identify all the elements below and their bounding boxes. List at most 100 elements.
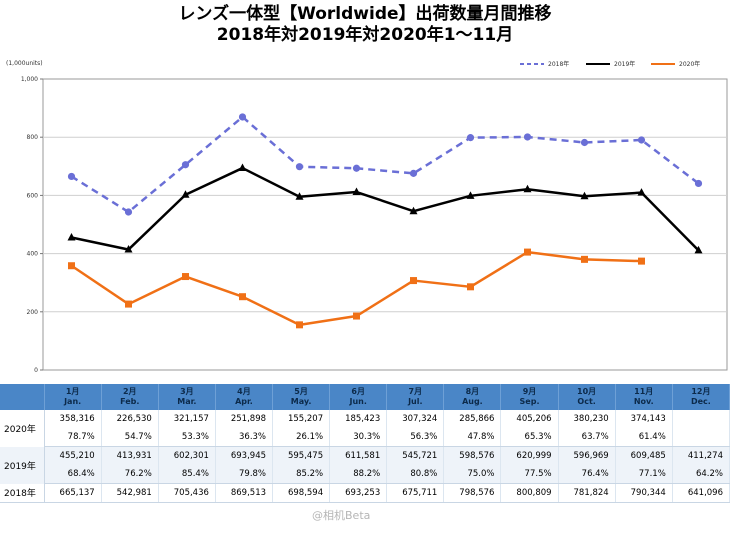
table-row: 2019年 455,210 413,931 602,301 693,945 595,475… bbox=[0, 446, 730, 484]
month-label-en: Nov. bbox=[633, 397, 654, 406]
table-header-corner bbox=[0, 384, 45, 410]
y-unit-label: (1,000units) bbox=[6, 60, 43, 67]
data-point bbox=[409, 206, 418, 215]
data-table: 1月 Jan. 2月 Feb. 3月 Mar. 4月 Apr. 5月 May. 6月 Jun. 7月 Ju… bbox=[0, 384, 730, 503]
table-month-header: 12月 Dec. bbox=[672, 384, 730, 410]
table-value-cell: 374,143 bbox=[615, 410, 673, 428]
table-value-cell: 698,594 bbox=[272, 483, 331, 503]
table-month-header: 1月 Jan. bbox=[44, 384, 102, 410]
month-label-en: Apr. bbox=[235, 397, 253, 406]
data-point bbox=[353, 312, 360, 320]
table-ratio-cell: 78.7% bbox=[44, 428, 102, 447]
month-label-en: Jun. bbox=[349, 397, 367, 406]
year-label: 2020年 bbox=[0, 410, 45, 447]
month-label-en: Dec. bbox=[690, 397, 711, 406]
chart-title: レンズ一体型【Worldwide】出荷数量月間推移 bbox=[178, 4, 552, 24]
table-month-header: 7月 Jul. bbox=[386, 384, 445, 410]
data-point bbox=[352, 164, 361, 172]
y-tick-label: 600 bbox=[27, 192, 39, 199]
chart-subtitle: 2018年対2019年対2020年1～11月 bbox=[216, 25, 514, 45]
table-ratio-cell: 47.8% bbox=[443, 428, 502, 447]
month-label-ja: 3月 bbox=[180, 387, 194, 396]
data-point bbox=[524, 248, 531, 256]
data-point bbox=[124, 208, 133, 216]
data-point bbox=[125, 300, 132, 308]
table-ratio-cell: 85.4% bbox=[158, 465, 216, 484]
table-month-header: 4月 Apr. bbox=[215, 384, 274, 410]
data-point bbox=[523, 133, 532, 141]
table-value-cell: 781,824 bbox=[558, 483, 616, 503]
table-month-header: 6月 Jun. bbox=[329, 384, 388, 410]
data-point bbox=[466, 191, 475, 199]
table-value-cell: 693,253 bbox=[329, 483, 388, 503]
table-value-cell: 620,999 bbox=[500, 446, 559, 465]
data-point bbox=[637, 188, 646, 196]
data-point bbox=[181, 161, 190, 169]
table-ratio-cell bbox=[672, 428, 730, 447]
table-ratio-cell: 30.3% bbox=[329, 428, 388, 447]
legend-label: 2019年 bbox=[614, 61, 636, 68]
table-ratio-cell: 54.7% bbox=[101, 428, 159, 447]
year-label: 2019年 bbox=[0, 446, 45, 484]
y-tick-label: 1,000 bbox=[21, 76, 38, 83]
month-label-en: Jul. bbox=[408, 397, 423, 406]
table-month-header: 2月 Feb. bbox=[101, 384, 159, 410]
table-value-cell: 798,576 bbox=[443, 483, 502, 503]
table-ratio-cell: 85.2% bbox=[272, 465, 331, 484]
table-ratio-cell: 61.4% bbox=[615, 428, 673, 447]
data-point bbox=[523, 184, 532, 193]
table-value-cell: 693,945 bbox=[215, 446, 274, 465]
table-ratio-cell: 68.4% bbox=[44, 465, 102, 484]
data-point bbox=[409, 169, 418, 177]
table-month-header: 10月 Oct. bbox=[558, 384, 616, 410]
table-month-header: 8月 Aug. bbox=[443, 384, 502, 410]
data-point bbox=[638, 257, 645, 265]
data-point bbox=[580, 191, 589, 200]
table-ratio-cell: 26.1% bbox=[272, 428, 331, 447]
month-label-en: Mar. bbox=[177, 397, 197, 406]
month-label-en: Feb. bbox=[120, 397, 140, 406]
table-value-cell: 185,423 bbox=[329, 410, 388, 428]
data-point bbox=[124, 245, 133, 253]
table-month-header: 5月 May. bbox=[272, 384, 331, 410]
data-point bbox=[181, 190, 190, 198]
data-point bbox=[67, 233, 76, 241]
table-month-header: 9月 Sep. bbox=[500, 384, 559, 410]
table-ratio-cell: 76.4% bbox=[558, 465, 616, 484]
table-ratio-cell: 53.3% bbox=[158, 428, 216, 447]
month-label-ja: 12月 bbox=[691, 387, 711, 396]
table-ratio-row: 68.4% 76.2% 85.4% 79.8% 85.2% 88.2% 80.8% 75.0%… bbox=[0, 465, 730, 484]
table-row: 2020年 358,316 226,530 321,157 251,898 155,207… bbox=[0, 410, 730, 447]
table-value-cell: 705,436 bbox=[158, 483, 216, 503]
data-point bbox=[466, 134, 475, 142]
data-point bbox=[295, 163, 304, 171]
legend-item: 2018年 bbox=[519, 59, 569, 68]
table-value-cell: 598,576 bbox=[443, 446, 502, 465]
table-ratio-cell: 63.7% bbox=[558, 428, 616, 447]
data-point bbox=[580, 138, 589, 147]
month-label-ja: 4月 bbox=[237, 387, 251, 396]
table-value-cell: 665,137 bbox=[44, 483, 102, 503]
table-ratio-cell: 79.8% bbox=[215, 465, 274, 484]
table-row: 2018年 665,137 542,981 705,436 869,513 698,594… bbox=[0, 483, 730, 503]
legend-label: 2020年 bbox=[679, 61, 701, 68]
table-value-cell: 155,207 bbox=[272, 410, 331, 428]
table-ratio-row: 78.7% 54.7% 53.3% 36.3% 26.1% 30.3% 56.3% 47.8%… bbox=[0, 428, 730, 447]
table-ratio-cell: 77.5% bbox=[500, 465, 559, 484]
data-point bbox=[637, 136, 646, 144]
table-value-cell: 321,157 bbox=[158, 410, 216, 428]
year-label: 2018年 bbox=[0, 483, 45, 503]
line-chart: 0 200 400 600 800 1,000 bbox=[21, 76, 728, 374]
legend-swatch bbox=[651, 62, 675, 65]
y-tick-label: 200 bbox=[27, 309, 39, 316]
table-value-cell: 380,230 bbox=[558, 410, 616, 428]
y-tick-label: 400 bbox=[27, 251, 39, 258]
table-value-cell: 307,324 bbox=[386, 410, 445, 428]
month-label-en: Jan. bbox=[64, 397, 82, 406]
legend-item: 2019年 bbox=[585, 59, 635, 68]
month-label-ja: 6月 bbox=[351, 387, 365, 396]
table-value-cell: 641,096 bbox=[672, 483, 730, 503]
table-ratio-cell: 88.2% bbox=[329, 465, 388, 484]
table-ratio-cell: 77.1% bbox=[615, 465, 673, 484]
table-value-cell: 545,721 bbox=[386, 446, 445, 465]
